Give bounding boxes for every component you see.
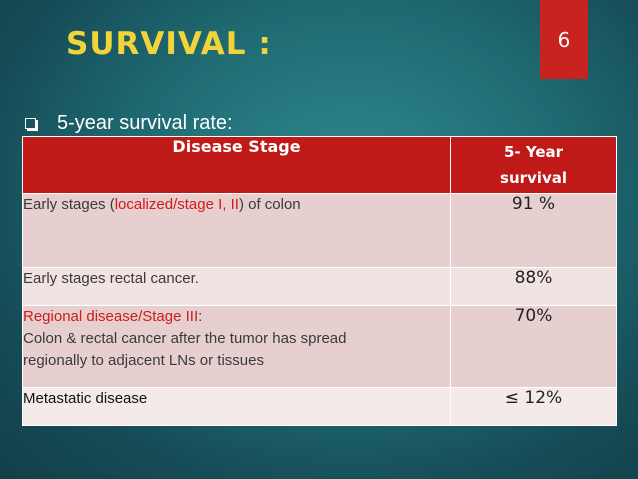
page-number-badge: 6 [540, 0, 588, 79]
survival-table: Disease Stage 5- Year survival Early sta… [22, 136, 617, 426]
table-row: Regional disease/Stage III: Colon & recta… [22, 305, 617, 388]
checkbox-bullet-icon [25, 118, 36, 129]
bullet-text: 5-year survival rate: [57, 112, 233, 134]
stage-detail-line2: regionally to adjacent LNs or tissues [23, 352, 264, 369]
slide-title: SURVIVAL : [66, 26, 272, 62]
header-survival-line1: 5- Year [503, 143, 564, 161]
survival-value: ≤ 12% [450, 387, 617, 426]
stage-cell: Early stages (localized/stage I, II) of … [22, 193, 451, 268]
header-five-year-survival: 5- Year survival [450, 136, 617, 194]
stage-cell: Metastatic disease [22, 387, 451, 426]
table-row: Early stages (localized/stage I, II) of … [22, 193, 617, 268]
header-survival-line2: survival [500, 169, 567, 187]
table-row: Early stages rectal cancer. 88% [22, 267, 617, 306]
table-row: Metastatic disease ≤ 12% [22, 387, 617, 426]
stage-detail-line1: Colon & rectal cancer after the tumor ha… [23, 330, 347, 347]
stage-highlight: localized/stage I, II [114, 196, 239, 213]
bullet-item: 5-year survival rate: [25, 112, 233, 135]
stage-colon: : [198, 308, 203, 325]
table-header-row: Disease Stage 5- Year survival [22, 136, 617, 194]
stage-cell: Regional disease/Stage III: Colon & recta… [22, 305, 451, 388]
survival-value: 91 % [450, 193, 617, 268]
stage-prefix: Early stages ( [23, 196, 115, 213]
stage-suffix: ) of colon [238, 196, 301, 213]
header-disease-stage: Disease Stage [22, 136, 451, 194]
stage-cell: Early stages rectal cancer. [22, 267, 451, 306]
stage-highlight: Regional disease/Stage III [23, 308, 199, 325]
survival-value: 70% [450, 305, 617, 388]
survival-value: 88% [450, 267, 617, 306]
